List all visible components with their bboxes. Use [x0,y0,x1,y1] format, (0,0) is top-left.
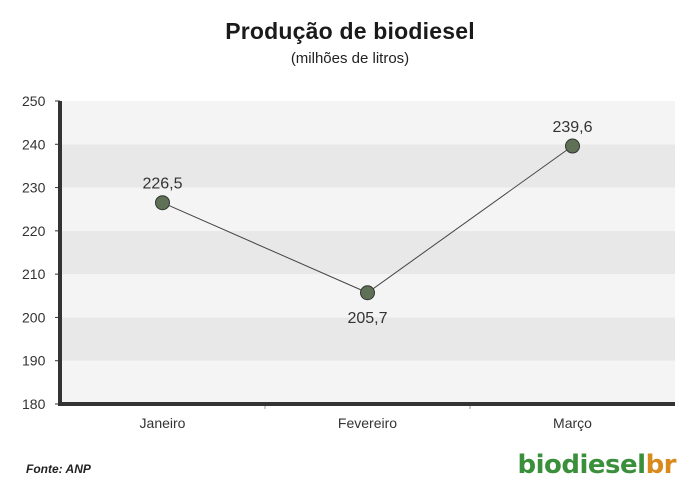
x-tick-label: Janeiro [140,415,186,431]
source-note: Fonte: ANP [26,462,91,476]
data-point [155,195,170,211]
chart-title: Produção de biodiesel [225,18,475,44]
biodieselbr-logo: biodieselbr [517,450,676,480]
y-tick-label: 210 [22,266,46,282]
background-band [60,101,675,145]
y-tick-label: 190 [22,353,46,369]
background-band [60,317,675,361]
data-point [565,138,580,154]
y-tick-label: 230 [22,180,46,196]
data-labels: 226,5 205,7 239,6 [142,119,592,327]
y-tick-label: 220 [22,223,46,239]
background-band [60,187,675,231]
data-markers [155,138,580,301]
data-label: 226,5 [142,176,182,193]
x-tick-label: Março [553,415,592,431]
data-label: 205,7 [347,310,387,327]
data-point [360,285,375,301]
y-tick-label: 250 [22,93,46,109]
chart-subtitle: (milhões de litros) [290,50,410,67]
data-label: 239,6 [552,119,592,136]
background-band [60,360,675,404]
axes [58,101,675,406]
background-bands [60,101,675,404]
x-axis-ticks: Janeiro Fevereiro Março [140,404,592,431]
y-tick-label: 180 [22,396,46,412]
y-axis-ticks: 180 190 200 210 220 230 240 250 [22,93,60,412]
background-band [60,230,675,275]
y-tick-label: 200 [22,309,46,325]
y-tick-label: 240 [22,136,46,152]
x-tick-label: Fevereiro [338,415,397,431]
